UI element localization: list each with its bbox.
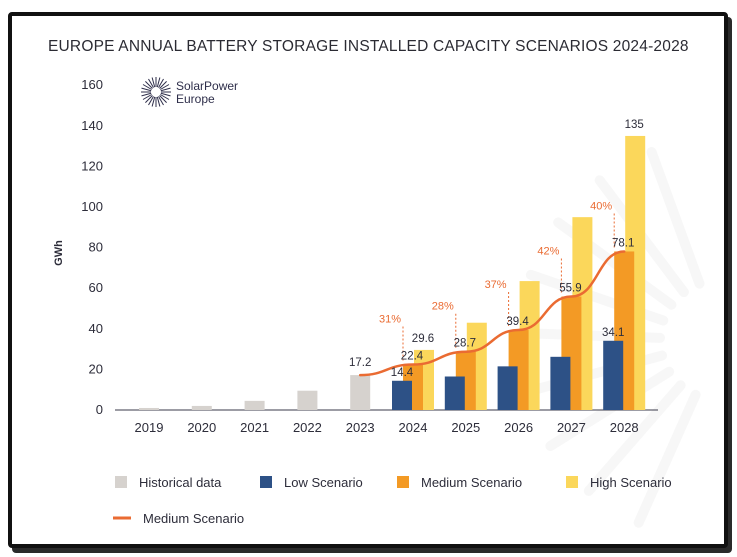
growth-label: 31% — [379, 314, 401, 326]
y-axis-label: GWh — [53, 240, 65, 266]
y-tick-label: 0 — [96, 402, 103, 417]
y-tick-label: 160 — [81, 77, 103, 92]
value-label-medium: 55.9 — [559, 283, 581, 295]
background-ray — [633, 389, 701, 528]
x-tick-label: 2020 — [187, 420, 216, 435]
x-tick-label: 2024 — [399, 420, 428, 435]
legend-label: Medium Scenario — [421, 475, 522, 490]
bar-historical — [244, 400, 265, 410]
legend-swatch — [397, 476, 409, 488]
medium-scenario-line — [358, 250, 626, 377]
legend-swatch — [115, 476, 127, 488]
y-tick-label: 20 — [89, 361, 103, 376]
y-tick-label: 60 — [89, 280, 103, 295]
bar-historical — [297, 390, 318, 410]
legend-swatch — [566, 476, 578, 488]
legend-label: Medium Scenario — [143, 511, 244, 526]
x-tick-label: 2025 — [451, 420, 480, 435]
bar-low — [603, 340, 624, 410]
y-tick-label: 120 — [81, 158, 103, 173]
value-label-medium: 22.4 — [401, 351, 424, 363]
value-label-low: 34.1 — [602, 327, 624, 339]
bar-low — [497, 366, 518, 410]
growth-label: 42% — [537, 246, 559, 258]
chart-title: EUROPE ANNUAL BATTERY STORAGE INSTALLED … — [48, 38, 689, 55]
sunburst-icon — [141, 77, 171, 107]
y-tick-label: 140 — [81, 118, 103, 133]
value-label-medium: 28.7 — [454, 338, 476, 350]
bar-low — [392, 380, 412, 410]
bar-historical — [139, 407, 159, 410]
legend-label: Historical data — [139, 475, 222, 490]
x-tick-label: 2022 — [293, 420, 322, 435]
legend-label: High Scenario — [590, 475, 672, 490]
value-label-medium: 39.4 — [506, 316, 529, 328]
y-tick-label: 100 — [81, 199, 103, 214]
value-label-medium: 78.1 — [612, 237, 634, 249]
bar-low — [444, 376, 465, 410]
background-ray — [646, 147, 705, 289]
bar-historical — [350, 375, 371, 410]
legend-swatch — [260, 476, 272, 488]
value-label-low: 14.4 — [391, 367, 414, 379]
x-tick-label: 2021 — [240, 420, 269, 435]
background-ray — [583, 380, 686, 496]
value-label-historical: 17.2 — [349, 357, 371, 369]
logo-line2: Europe — [176, 92, 215, 106]
growth-label: 28% — [432, 301, 454, 313]
x-tick-label: 2023 — [346, 420, 375, 435]
bar-low — [550, 356, 571, 410]
chart-frame: EUROPE ANNUAL BATTERY STORAGE INSTALLED … — [8, 12, 728, 548]
x-tick-label: 2027 — [557, 420, 586, 435]
x-tick-label: 2028 — [610, 420, 639, 435]
y-tick-label: 80 — [89, 240, 103, 255]
growth-label: 37% — [485, 279, 507, 291]
value-label-high: 135 — [625, 119, 644, 131]
legend-label: Low Scenario — [284, 475, 363, 490]
x-tick-label: 2026 — [504, 420, 533, 435]
x-tick-label: 2019 — [135, 420, 164, 435]
growth-label: 40% — [590, 200, 612, 212]
bar-historical — [191, 405, 212, 410]
y-tick-label: 40 — [89, 321, 103, 336]
value-label-high: 29.6 — [412, 333, 434, 345]
solarpower-europe-logo: SolarPower Europe — [140, 76, 250, 116]
logo-line1: SolarPower — [176, 79, 239, 93]
